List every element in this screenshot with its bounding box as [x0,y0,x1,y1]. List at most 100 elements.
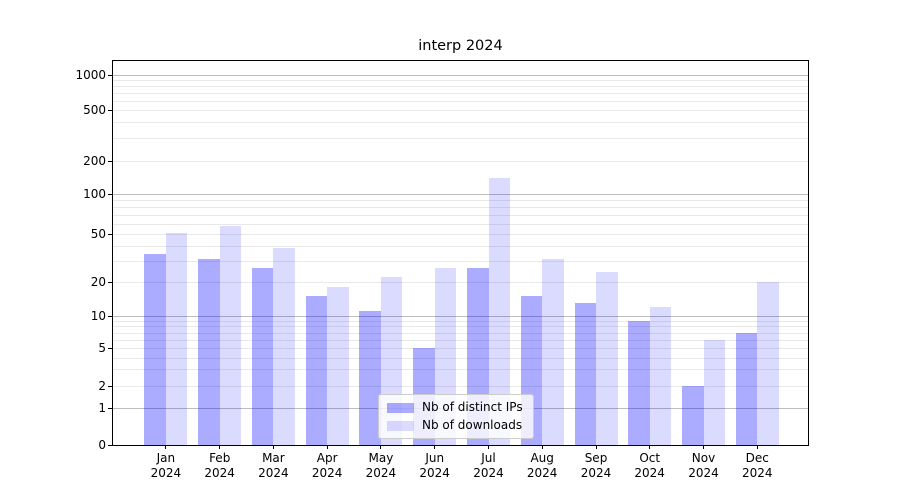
legend-swatch-downloads [387,420,414,431]
y-tick-label-1: 1 [98,400,106,415]
gridline-y-200 [113,161,808,162]
y-tick-label-200: 200 [83,154,106,168]
x-tick-label-jul: Jul 2024 [473,451,504,480]
gridline-y-7 [113,332,808,334]
bar-downloads-sep [596,272,618,445]
grid-layer [113,61,808,445]
gridline-y-1000 [113,75,808,76]
legend-label-distinct-ips: Nb of distinct IPs [422,400,523,414]
bar-distinct-ips-oct [628,320,650,445]
x-tick-mark-jun [434,445,436,449]
y-tick-mark-0 [108,445,112,446]
gridline-y-500 [113,110,808,111]
x-tick-mark-apr [326,445,328,449]
y-tick-mark-100 [108,194,112,196]
bar-distinct-ips-feb [198,258,220,445]
y-tick-label-10: 10 [90,308,106,323]
x-tick-label-feb: Feb 2024 [204,451,235,480]
y-tick-label-50: 50 [90,227,106,241]
gridline-y-8 [113,326,808,328]
x-tick-mark-mar [272,445,274,449]
gridline-y-10 [113,315,808,317]
gridline-y-3 [113,369,808,371]
bar-downloads-feb [219,225,242,445]
legend-label-downloads: Nb of downloads [422,418,523,432]
bar-downloads-oct [649,306,672,445]
gridline-y-800 [113,86,808,88]
legend: Nb of distinct IPs Nb of downloads [378,394,534,439]
bar-downloads-jan [165,232,188,445]
bar-downloads-jul [488,178,510,445]
bar-distinct-ips-may [359,311,381,445]
x-tick-label-sep: Sep 2024 [580,451,612,480]
y-tick-mark-50 [108,234,112,235]
chart-title: interp 2024 [418,38,503,54]
bar-distinct-ips-nov [682,386,704,445]
x-tick-mark-feb [219,445,221,449]
y-tick-mark-10 [108,315,112,317]
bar-downloads-nov [703,339,725,445]
gridline-y-400 [113,122,808,124]
gridline-y-70 [113,214,808,216]
x-tick-label-mar: Mar 2024 [258,451,289,480]
plot-area: Nb of distinct IPs Nb of downloads [112,60,809,446]
x-tick-mark-jul [488,445,489,449]
y-tick-label-2: 2 [98,379,106,393]
gridline-y-700 [113,93,808,94]
gridline-y-900 [113,80,808,82]
bar-downloads-mar [273,248,295,445]
x-tick-mark-jan [165,445,167,449]
bar-distinct-ips-mar [251,268,274,445]
gridline-y-6 [113,339,808,341]
y-tick-label-100: 100 [83,187,106,202]
y-tick-mark-2 [108,386,112,387]
gridline-y-20 [113,281,808,283]
legend-swatch-distinct-ips [387,402,414,413]
y-tick-label-0: 0 [98,438,106,452]
y-tick-label-5: 5 [98,341,106,356]
x-tick-mark-aug [541,445,543,449]
y-tick-mark-500 [108,110,112,111]
bar-distinct-ips-jan [144,254,166,445]
bar-downloads-dec [757,281,779,445]
gridline-y-30 [113,260,808,262]
gridline-y-4 [113,357,808,359]
y-tick-label-500: 500 [83,103,106,117]
gridline-y-5 [113,348,808,350]
bar-distinct-ips-sep [574,302,596,445]
bars-layer [113,61,808,445]
x-tick-mark-may [380,445,382,449]
x-tick-mark-oct [649,445,651,449]
gridline-y-40 [113,245,808,247]
x-tick-mark-nov [703,445,704,449]
x-tick-label-apr: Apr 2024 [311,451,343,480]
x-tick-mark-sep [595,445,597,449]
bar-distinct-ips-dec [735,332,758,445]
x-tick-label-oct: Oct 2024 [634,451,665,480]
x-tick-mark-dec [756,445,758,449]
x-tick-label-jun: Jun 2024 [419,451,450,480]
y-tick-mark-1000 [108,75,112,76]
y-tick-label-1000: 1000 [75,68,106,82]
gridline-y-80 [113,207,808,209]
bar-distinct-ips-apr [305,295,328,445]
gridline-y-90 [113,200,808,202]
y-tick-label-20: 20 [90,274,106,289]
gridline-y-50 [113,234,808,235]
bar-downloads-apr [327,286,349,445]
y-tick-mark-1 [108,407,112,409]
y-tick-mark-20 [108,281,112,283]
x-tick-label-may: May 2024 [365,451,397,480]
x-tick-label-dec: Dec 2024 [742,451,773,480]
gridline-y-300 [113,138,808,140]
gridline-y-60 [113,223,808,225]
gridline-y-9 [113,320,808,322]
gridline-y-600 [113,100,808,102]
x-tick-label-aug: Aug 2024 [526,451,558,480]
x-tick-label-jan: Jan 2024 [150,451,182,480]
legend-item-distinct-ips: Nb of distinct IPs [387,401,523,414]
gridline-y-2 [113,386,808,387]
y-tick-mark-200 [108,161,112,162]
y-tick-mark-5 [108,348,112,350]
